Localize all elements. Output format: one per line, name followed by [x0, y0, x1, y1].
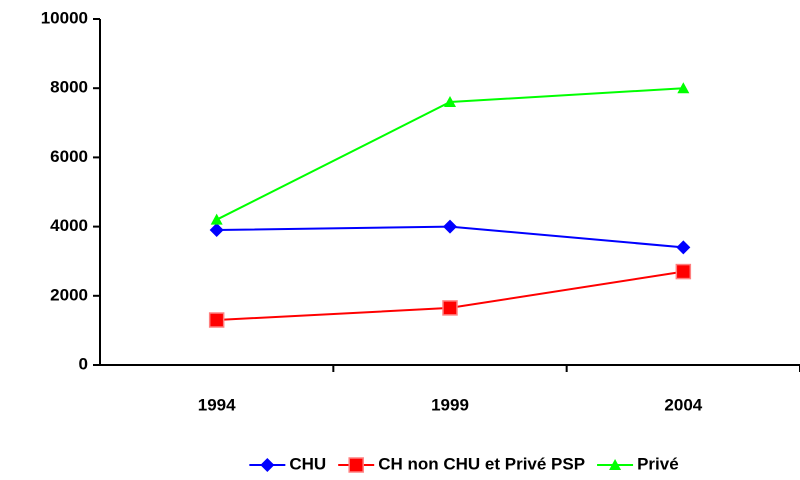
- legend-label: CHU: [289, 454, 326, 473]
- y-tick-label: 10000: [41, 8, 88, 27]
- marker: [208, 312, 225, 328]
- marker: [210, 213, 223, 225]
- marker: [609, 459, 622, 470]
- marker: [675, 263, 692, 280]
- y-tick-label: 0: [79, 354, 88, 373]
- y-tick-label: 8000: [50, 78, 88, 97]
- x-tick-label: 2004: [664, 395, 702, 414]
- x-tick-label: 1999: [431, 395, 469, 414]
- x-tick-label: 1994: [198, 395, 236, 414]
- y-tick-label: 2000: [50, 285, 88, 304]
- y-tick-label: 4000: [50, 216, 88, 235]
- marker: [348, 457, 364, 473]
- series-line: [216, 87, 684, 221]
- marker: [209, 223, 224, 238]
- marker: [442, 300, 458, 316]
- marker: [676, 240, 691, 255]
- legend-label: CH non CHU et Privé PSP: [378, 454, 585, 473]
- marker: [260, 458, 275, 472]
- y-tick-label: 6000: [50, 147, 88, 166]
- marker: [443, 219, 457, 234]
- marker: [677, 82, 690, 94]
- legend-label: Privé: [637, 454, 679, 473]
- marker: [444, 96, 456, 108]
